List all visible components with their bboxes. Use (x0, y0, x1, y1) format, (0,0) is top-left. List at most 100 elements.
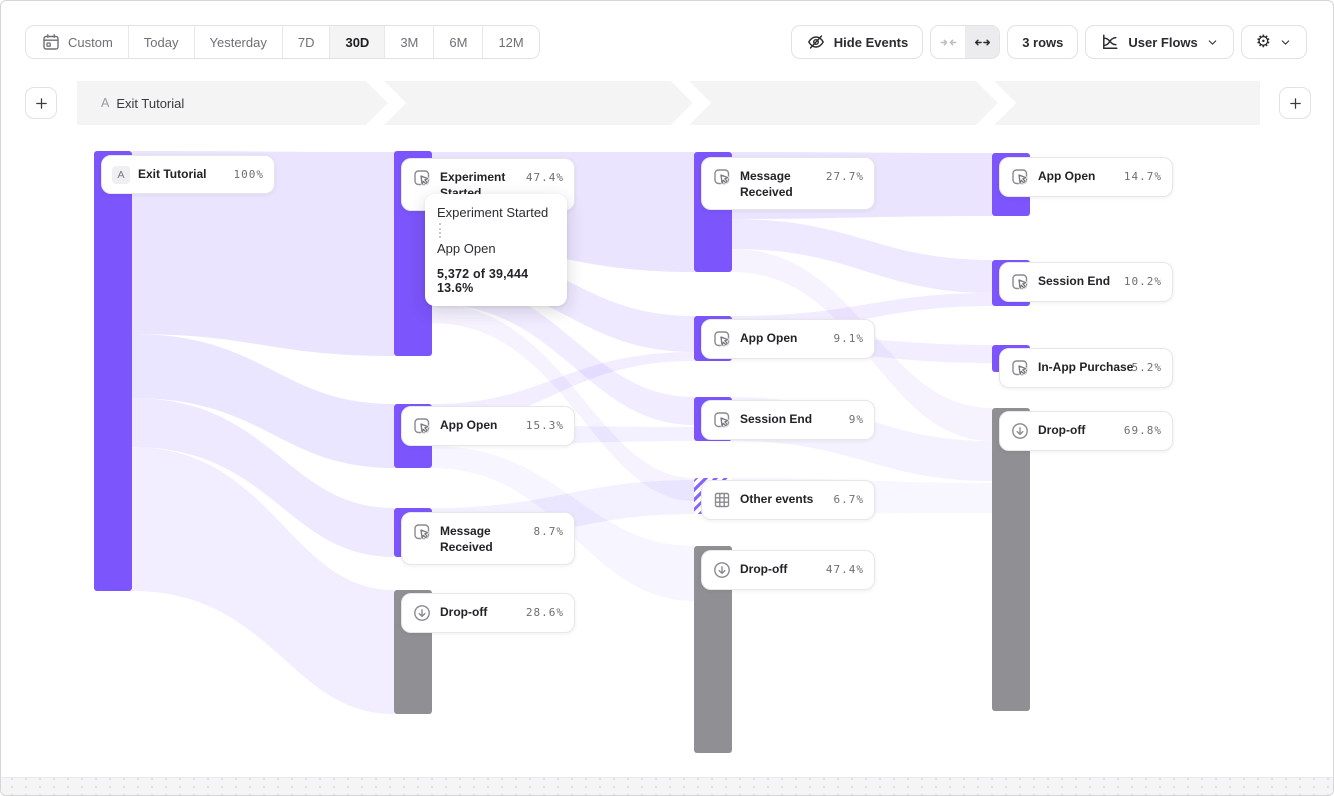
step-letter-chip: A (112, 166, 130, 184)
event-icon (413, 417, 430, 434)
step-divider-chevron (365, 81, 407, 125)
view-selector-label: User Flows (1128, 34, 1198, 50)
rows-button[interactable]: 3 rows (1007, 25, 1079, 59)
event-icon (713, 330, 730, 347)
footer-scroll-strip[interactable] (1, 777, 1333, 795)
date-range-selector: Custom Today Yesterday 7D 30D 3M 6M 12M (25, 25, 540, 59)
node-percentage: 15.3% (525, 419, 564, 432)
rows-label: 3 rows (1022, 34, 1064, 50)
node-card-dropoff-4[interactable]: Drop-off 69.8% (999, 411, 1173, 451)
date-range-label: 7D (297, 34, 315, 50)
toolbar-right: Hide Events 3 rows User Flows ⚙ (790, 25, 1307, 59)
dropoff-icon (414, 605, 430, 621)
node-percentage: 9.1% (833, 332, 864, 345)
node-label: Message Received (740, 169, 793, 199)
node-percentage: 47.4% (825, 563, 864, 576)
node-label: App Open (740, 331, 798, 345)
node-percentage: 47.4% (525, 171, 564, 184)
date-range-label: Custom (68, 34, 113, 50)
node-label: Drop-off (440, 605, 488, 619)
date-range-3m[interactable]: 3M (385, 26, 435, 58)
step-letter: A (101, 96, 110, 110)
collapse-columns-button[interactable] (931, 26, 966, 58)
node-label: Exit Tutorial (138, 167, 207, 181)
node-card-in-app-purchase-4[interactable]: In-App Purchase 5.2% (999, 348, 1173, 388)
node-label: In-App Purchase (1038, 360, 1134, 374)
node-percentage: 5.2% (1131, 361, 1162, 374)
date-range-label: 3M (400, 34, 419, 50)
node-percentage: 6.7% (833, 493, 864, 506)
event-icon (1011, 273, 1028, 290)
step-header-band[interactable]: A Exit Tutorial (77, 81, 1260, 125)
node-label: Other events (740, 492, 814, 506)
date-range-label: 6M (449, 34, 468, 50)
event-icon (1011, 168, 1028, 185)
event-icon (413, 169, 430, 186)
node-card-exit-tutorial[interactable]: A Exit Tutorial 100% (101, 155, 275, 194)
event-icon (713, 168, 730, 185)
view-selector-button[interactable]: User Flows (1085, 25, 1234, 59)
event-icon (413, 523, 430, 540)
node-percentage: 9% (848, 413, 864, 426)
node-percentage: 69.8% (1123, 424, 1162, 437)
add-step-right-button[interactable] (1279, 87, 1311, 119)
add-step-left-button[interactable] (25, 87, 57, 119)
date-range-12m[interactable]: 12M (483, 26, 539, 58)
node-label: Session End (1038, 274, 1111, 288)
settings-button[interactable]: ⚙ (1240, 25, 1307, 59)
date-range-30d[interactable]: 30D (330, 26, 386, 58)
node-label: Message Received (440, 524, 493, 554)
node-bar-exit-tutorial[interactable] (94, 151, 132, 591)
node-label: Drop-off (1038, 423, 1086, 437)
node-label: Session End (740, 412, 813, 426)
tooltip-target-event: App Open (437, 241, 496, 256)
flow-tooltip: Experiment Started App Open 5,372 of 39,… (425, 194, 567, 306)
step-divider-chevron (670, 81, 712, 125)
grid-icon (714, 492, 730, 508)
step-divider-chevron (975, 81, 1017, 125)
node-card-dropoff-3[interactable]: Drop-off 47.4% (701, 550, 875, 590)
node-card-dropoff-2[interactable]: Drop-off 28.6% (401, 593, 575, 633)
node-percentage: 10.2% (1123, 275, 1162, 288)
hide-events-label: Hide Events (833, 34, 909, 50)
node-label: Drop-off (740, 562, 788, 576)
hide-events-button[interactable]: Hide Events (790, 25, 924, 59)
node-percentage: 100% (233, 168, 264, 181)
node-card-message-received-3[interactable]: Message Received 27.7% (701, 157, 875, 211)
node-card-session-end-4[interactable]: Session End 10.2% (999, 262, 1173, 302)
date-range-yesterday[interactable]: Yesterday (194, 26, 283, 58)
date-range-label: Today (143, 34, 179, 50)
node-card-app-open-3[interactable]: App Open 9.1% (701, 319, 875, 359)
node-card-app-open-4[interactable]: App Open 14.7% (999, 157, 1173, 197)
node-label: App Open (440, 418, 498, 432)
date-range-7d[interactable]: 7D (282, 26, 331, 58)
event-icon (1011, 359, 1028, 376)
node-bar-dropoff-4[interactable] (992, 408, 1030, 711)
dropoff-icon (714, 562, 730, 578)
event-icon (713, 411, 730, 428)
gear-icon: ⚙ (1255, 31, 1271, 52)
expand-columns-button[interactable] (965, 26, 1000, 58)
node-label: App Open (1038, 169, 1096, 183)
node-percentage: 27.7% (825, 170, 864, 183)
tooltip-connector-dots (439, 223, 441, 238)
date-range-custom[interactable]: Custom (26, 26, 129, 58)
toolbar: Custom Today Yesterday 7D 30D 3M 6M 12M … (1, 1, 1333, 67)
node-card-message-received-2[interactable]: Message Received 8.7% (401, 512, 575, 566)
date-range-label: 30D (345, 34, 370, 50)
node-card-session-end-3[interactable]: Session End 9% (701, 400, 875, 440)
tooltip-source-event: Experiment Started (437, 205, 549, 220)
collapse-expand-toggle (930, 25, 1001, 59)
dropoff-icon (1012, 423, 1028, 439)
node-percentage: 14.7% (1123, 170, 1162, 183)
date-range-today[interactable]: Today (128, 26, 195, 58)
tooltip-stats: 5,372 of 39,444 13.6% (437, 267, 529, 295)
node-card-other-events-3[interactable]: Other events 6.7% (701, 480, 875, 520)
node-card-app-open-2[interactable]: App Open 15.3% (401, 406, 575, 446)
date-range-6m[interactable]: 6M (434, 26, 484, 58)
node-percentage: 28.6% (525, 606, 564, 619)
node-percentage: 8.7% (533, 525, 564, 538)
date-range-label: 12M (498, 34, 524, 50)
